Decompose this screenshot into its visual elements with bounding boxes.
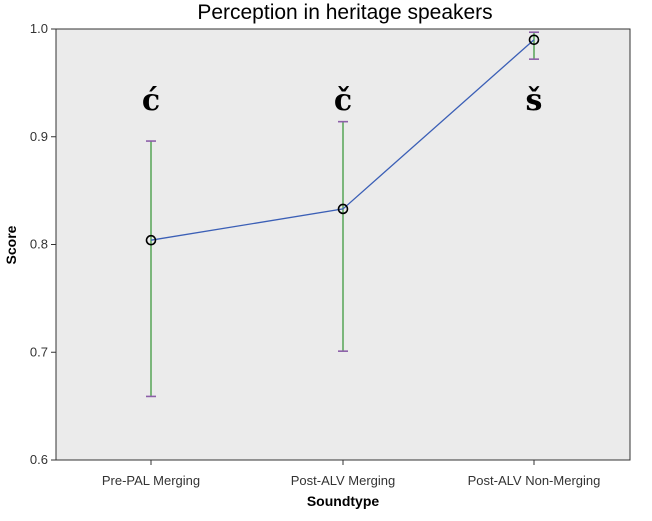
data-point bbox=[145, 234, 157, 246]
y-tick-label: 0.9 bbox=[30, 129, 48, 144]
data-point bbox=[337, 203, 349, 215]
y-tick-label: 1.0 bbox=[30, 21, 48, 36]
annotation-label: ć bbox=[142, 83, 160, 118]
x-tick-label: Pre-PAL Merging bbox=[102, 473, 200, 488]
chart-title: Perception in heritage speakers bbox=[197, 1, 493, 24]
y-tick-label: 0.8 bbox=[30, 237, 48, 252]
annotation-label: š bbox=[526, 83, 543, 118]
series-line bbox=[150, 39, 535, 241]
y-axis-label: Score bbox=[3, 225, 19, 264]
y-tick-label: 0.7 bbox=[30, 344, 48, 359]
annotation-label: č bbox=[334, 83, 352, 118]
x-axis-label: Soundtype bbox=[307, 493, 380, 509]
y-tick-label: 0.6 bbox=[30, 452, 48, 467]
data-point bbox=[528, 34, 540, 46]
x-tick-label: Post-ALV Merging bbox=[291, 473, 396, 488]
x-tick-label: Post-ALV Non-Merging bbox=[468, 473, 601, 488]
